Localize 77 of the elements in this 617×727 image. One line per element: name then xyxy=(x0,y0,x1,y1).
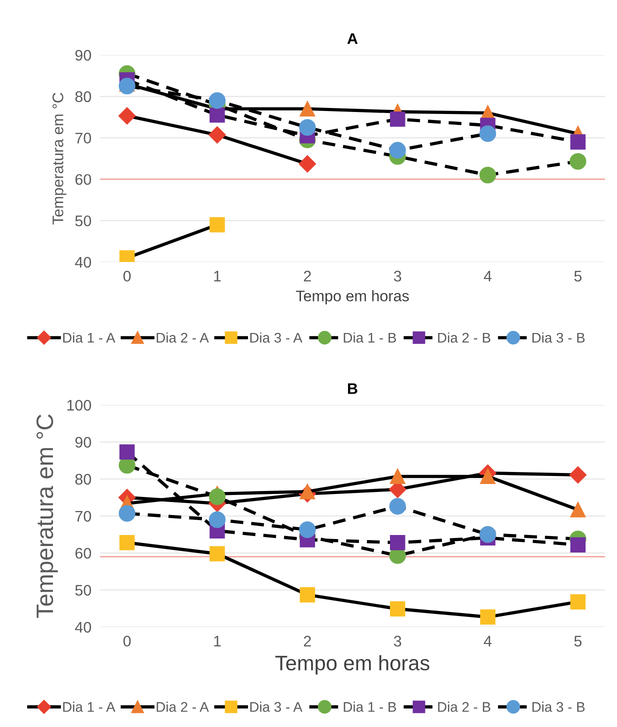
x-axis-title: Tempo em horas xyxy=(296,290,409,304)
point xyxy=(208,511,226,528)
point xyxy=(300,587,316,602)
point xyxy=(390,535,406,550)
x-tick-label: 2 xyxy=(304,636,311,646)
point xyxy=(390,112,406,127)
point xyxy=(479,125,496,142)
y-tick-label: 80 xyxy=(75,474,92,485)
legend-label: Dia 2 - A xyxy=(156,332,209,343)
legend-label: Dia 3 - B xyxy=(532,332,585,343)
point xyxy=(118,78,136,94)
point xyxy=(119,535,135,550)
point xyxy=(299,119,316,136)
point xyxy=(569,466,586,484)
y-tick-label: 70 xyxy=(75,132,92,144)
x-tick-label: 0 xyxy=(123,270,131,282)
x-tick-label: 1 xyxy=(214,270,221,282)
point xyxy=(298,155,316,172)
point xyxy=(390,468,406,484)
chart-title: A xyxy=(347,33,358,44)
y-tick-label: 60 xyxy=(75,548,92,559)
point xyxy=(300,484,316,500)
point xyxy=(480,609,496,625)
chart-title: B xyxy=(348,383,358,394)
point xyxy=(210,107,225,123)
legend-label: Dia 3 - B xyxy=(532,702,585,712)
legend-label: Dia 2 - A xyxy=(156,702,209,712)
point xyxy=(300,101,316,116)
point xyxy=(570,134,586,150)
x-tick-label: 3 xyxy=(394,636,402,647)
point xyxy=(570,502,586,518)
legend-label: Dia 3 - A xyxy=(250,702,302,712)
point xyxy=(208,126,226,144)
legend-label: Dia 1 - A xyxy=(63,702,116,712)
legend-label: Dia 2 - B xyxy=(438,702,490,712)
point xyxy=(210,546,225,562)
legend-label: Dia 1 - B xyxy=(344,332,396,343)
point xyxy=(480,468,496,484)
y-tick-label: 50 xyxy=(75,584,92,596)
point xyxy=(570,537,586,552)
x-tick-label: 3 xyxy=(394,270,402,282)
point xyxy=(208,92,226,109)
y-tick-label: 60 xyxy=(75,174,92,185)
point xyxy=(479,166,496,184)
legend-label: Dia 1 - B xyxy=(344,702,396,712)
y-tick-label: 90 xyxy=(75,50,92,61)
legend-label: Dia 3 - A xyxy=(250,332,302,343)
point xyxy=(570,594,586,610)
legend-label: Dia 1 - A xyxy=(63,332,116,343)
point xyxy=(389,142,406,159)
y-tick-label: 40 xyxy=(75,622,92,633)
x-axis-title: Tempo em horas xyxy=(275,655,430,675)
point xyxy=(570,153,586,170)
x-tick-label: 4 xyxy=(484,636,492,646)
point xyxy=(208,488,226,506)
point xyxy=(390,601,406,617)
x-tick-label: 0 xyxy=(123,636,131,647)
point xyxy=(118,107,136,124)
y-tick-label: 70 xyxy=(75,510,92,522)
y-axis-title: Temperatura em °C xyxy=(52,92,66,224)
point xyxy=(299,521,316,538)
x-tick-label: 2 xyxy=(304,270,311,282)
y-tick-label: 80 xyxy=(75,91,92,102)
y-tick-label: 40 xyxy=(75,256,92,268)
point xyxy=(119,444,135,460)
x-tick-label: 1 xyxy=(214,636,221,646)
y-tick-label: 50 xyxy=(75,215,92,226)
x-tick-label: 4 xyxy=(484,270,492,282)
x-tick-label: 5 xyxy=(574,270,582,282)
x-tick-label: 5 xyxy=(574,636,582,647)
point xyxy=(210,217,225,232)
point xyxy=(118,505,136,522)
y-tick-label: 100 xyxy=(67,400,92,411)
legend-label: Dia 2 - B xyxy=(438,332,490,343)
y-tick-label: 90 xyxy=(75,436,92,448)
point xyxy=(389,498,406,515)
y-axis-title: Temperatura em °C xyxy=(36,414,58,618)
